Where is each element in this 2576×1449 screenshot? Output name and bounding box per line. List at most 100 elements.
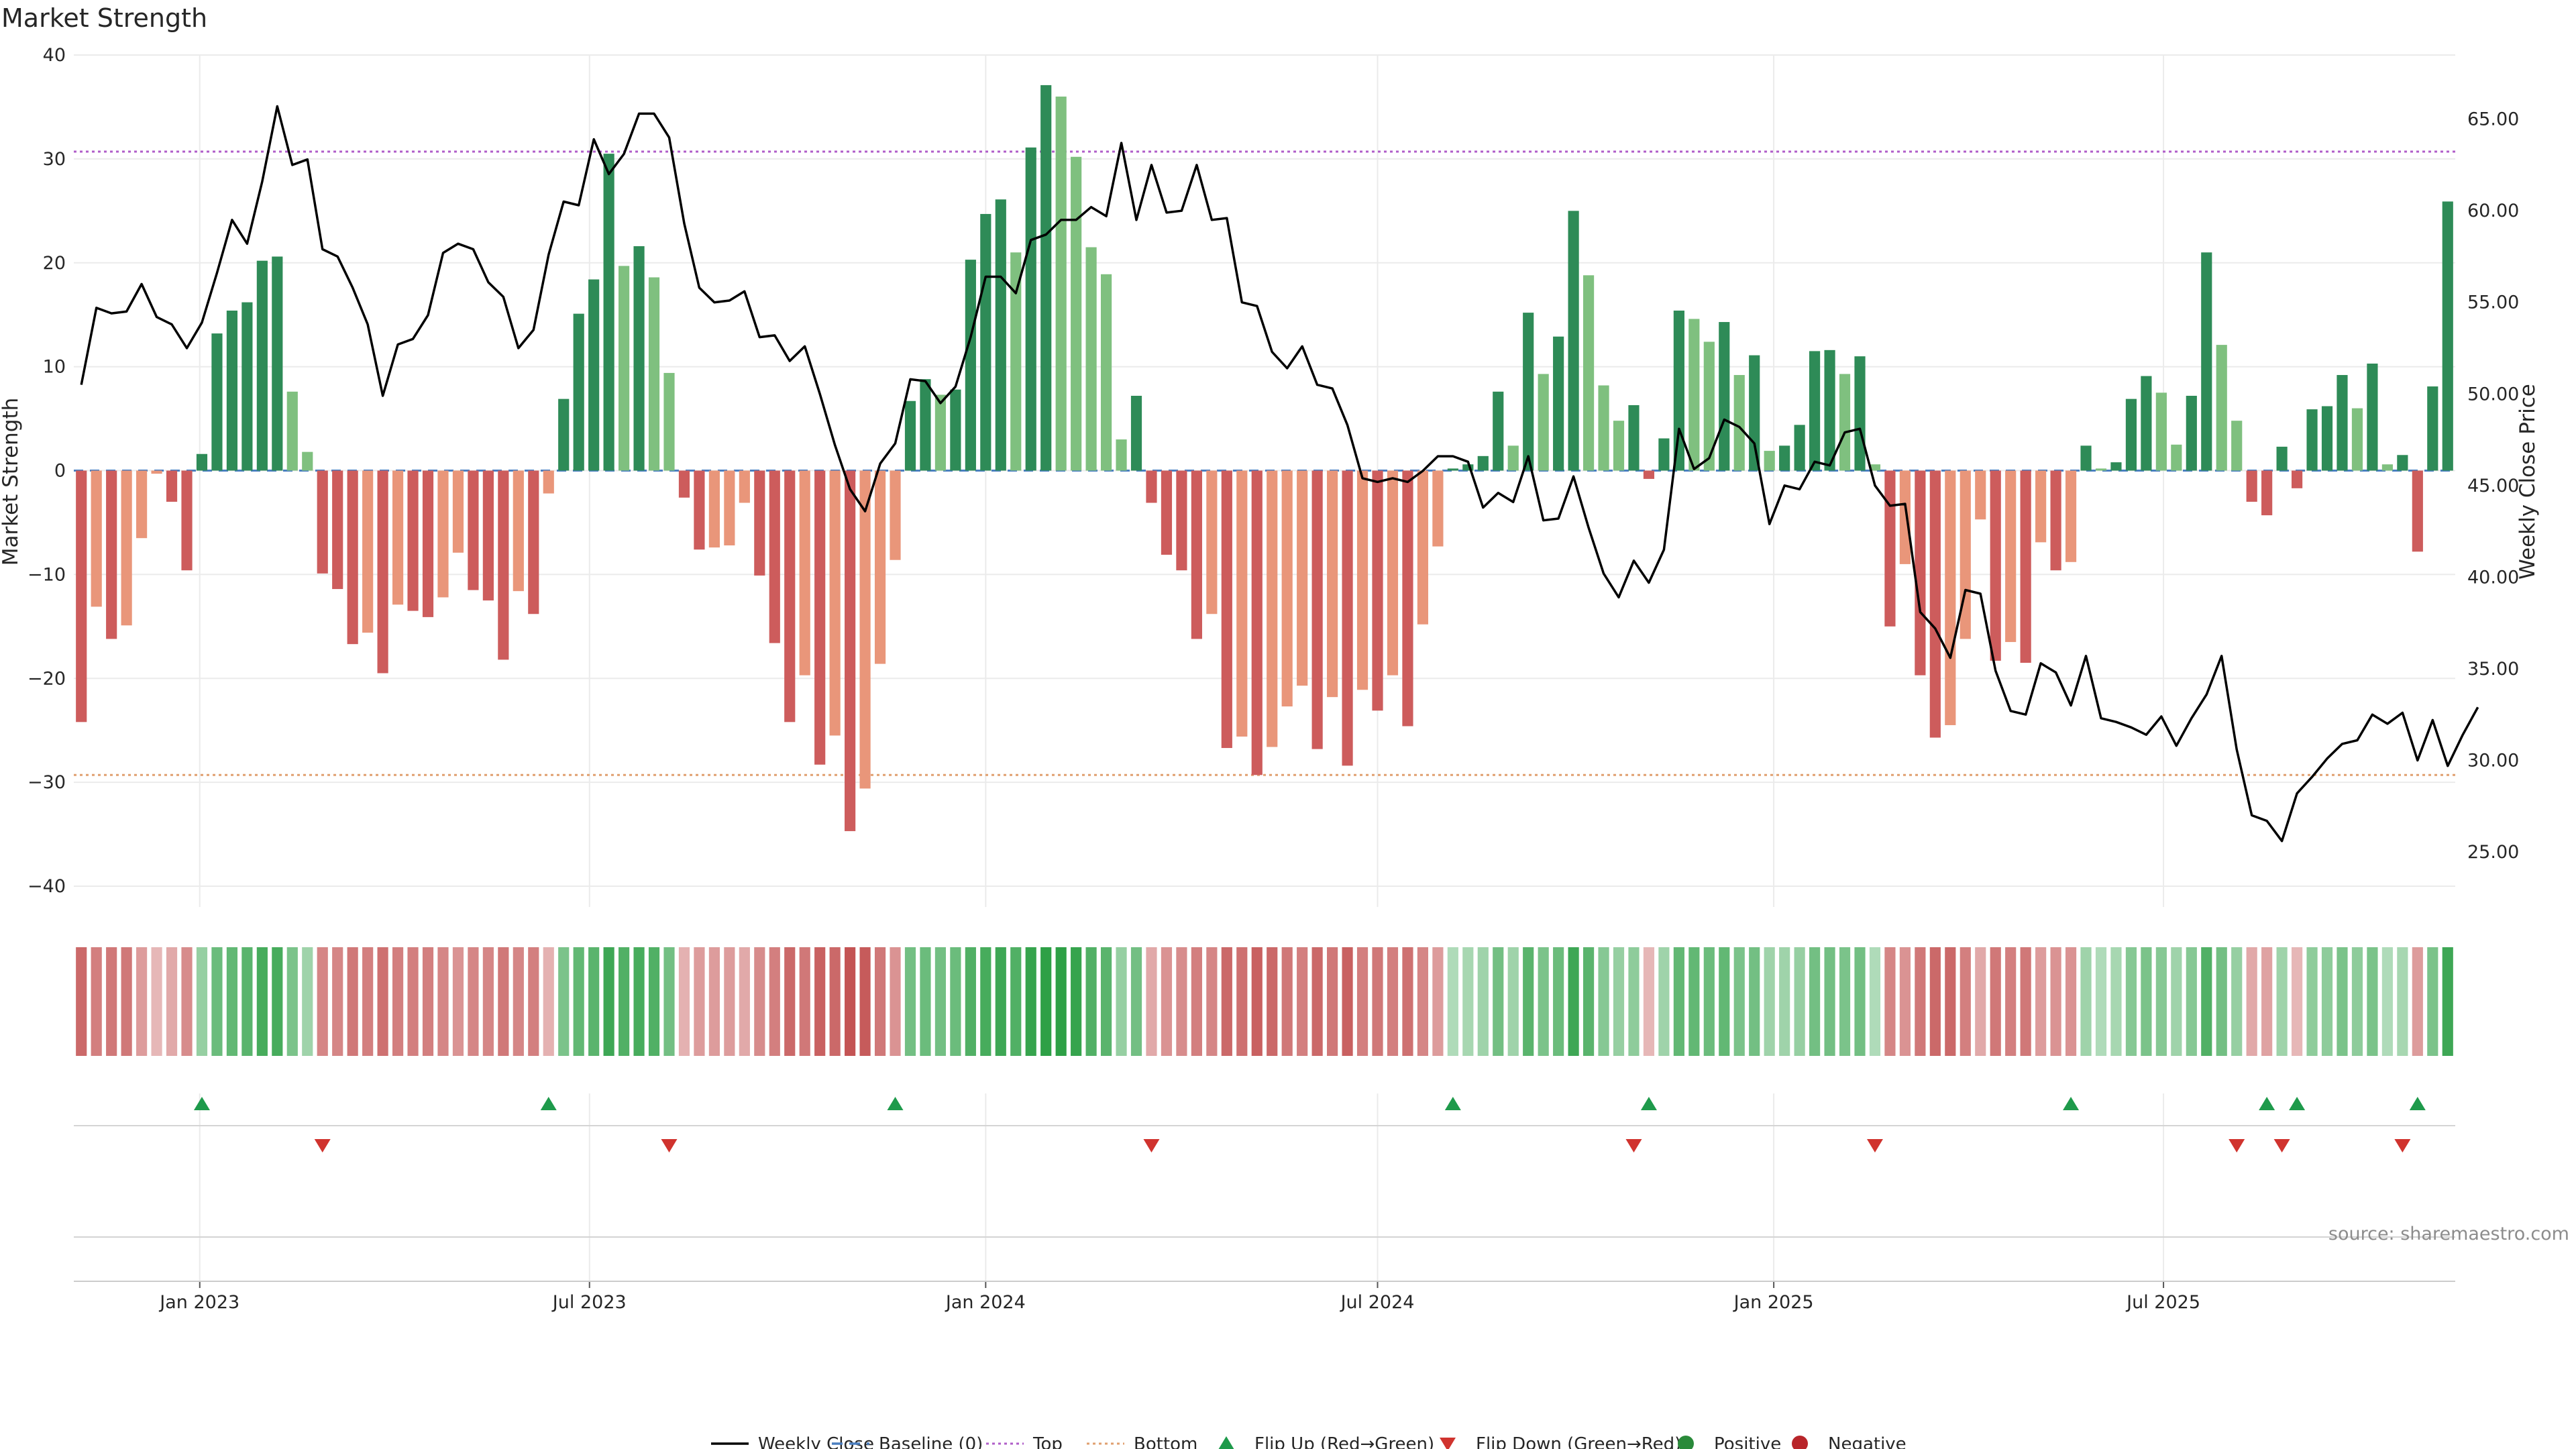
weekly-close-line bbox=[80, 105, 2479, 843]
chart-title: Market Strength bbox=[1, 3, 207, 33]
reference-lines bbox=[74, 150, 2455, 776]
strength-bar bbox=[1915, 470, 1926, 676]
strength-bar bbox=[754, 470, 765, 576]
y2-tick-label: 60.00 bbox=[2467, 201, 2519, 221]
strength-bar bbox=[2306, 409, 2318, 471]
heat-cell bbox=[347, 947, 358, 1056]
strength-bar bbox=[1191, 470, 1202, 639]
y-tick-label: −20 bbox=[28, 668, 66, 689]
heat-cell bbox=[1990, 947, 2001, 1056]
heat-cell bbox=[106, 947, 117, 1056]
strength-bar bbox=[2171, 444, 2182, 471]
strength-bar bbox=[513, 470, 524, 592]
heat-cell bbox=[2216, 947, 2227, 1056]
x-tick-label: Jul 2024 bbox=[1340, 1292, 1415, 1313]
y2-tick-label: 55.00 bbox=[2467, 292, 2519, 313]
y-tick-label: −30 bbox=[28, 772, 66, 793]
strength-bar bbox=[904, 400, 916, 471]
heat-cell bbox=[1025, 947, 1036, 1056]
strength-bar bbox=[784, 470, 796, 722]
strength-bar bbox=[1719, 322, 1730, 471]
heat-cell bbox=[407, 947, 419, 1056]
x-tick-label: Jan 2023 bbox=[158, 1292, 239, 1313]
strength-bar bbox=[619, 266, 630, 471]
heat-cell bbox=[166, 947, 178, 1056]
heat-cell bbox=[2186, 947, 2197, 1056]
strength-bar bbox=[1975, 470, 1986, 520]
heat-cell bbox=[2171, 947, 2182, 1056]
strength-bar bbox=[1462, 464, 1474, 471]
strength-bar bbox=[874, 470, 886, 664]
strength-bar bbox=[995, 199, 1006, 471]
strength-bar bbox=[2080, 445, 2092, 471]
strength-bar bbox=[1417, 470, 1429, 625]
strength-bar bbox=[2321, 406, 2333, 471]
strength-bar bbox=[1267, 470, 1278, 747]
heat-cell bbox=[2110, 947, 2122, 1056]
flip-up-marker bbox=[193, 1097, 210, 1110]
heat-cell bbox=[648, 947, 660, 1056]
heat-cell bbox=[121, 947, 132, 1056]
strength-bar bbox=[468, 470, 479, 590]
strength-bar bbox=[543, 470, 554, 494]
y-tick-label: −10 bbox=[28, 564, 66, 585]
strength-bar bbox=[407, 470, 419, 611]
strength-bar bbox=[2005, 470, 2017, 643]
legend-label: Positive bbox=[1714, 1434, 1781, 1449]
strength-bar bbox=[1477, 455, 1489, 471]
flip-down-marker bbox=[661, 1139, 678, 1152]
heat-cell bbox=[2261, 947, 2273, 1056]
strength-bar bbox=[1071, 156, 1082, 471]
strength-bar bbox=[2427, 386, 2438, 471]
heat-cell bbox=[2155, 947, 2167, 1056]
strength-bar bbox=[1643, 470, 1655, 479]
legend-label: Baseline (0) bbox=[879, 1434, 983, 1449]
heat-cell bbox=[332, 947, 343, 1056]
flip-down-marker bbox=[1143, 1139, 1160, 1152]
strength-bar bbox=[1779, 445, 1790, 471]
strength-bar bbox=[633, 246, 645, 471]
strength-bar bbox=[2367, 363, 2378, 471]
y-tick-label: −40 bbox=[28, 876, 66, 897]
strength-bar bbox=[588, 279, 600, 471]
strength-bar bbox=[950, 389, 961, 471]
heat-cell bbox=[1538, 947, 1549, 1056]
strength-bar bbox=[2231, 421, 2243, 471]
heat-cell bbox=[241, 947, 253, 1056]
strength-bar bbox=[1010, 252, 1022, 471]
strength-bar bbox=[2201, 252, 2212, 471]
heat-cell bbox=[1794, 947, 1805, 1056]
strength-bar bbox=[317, 470, 328, 574]
strength-bar bbox=[1854, 356, 1866, 471]
strength-bar bbox=[708, 470, 720, 548]
heat-cell bbox=[2125, 947, 2137, 1056]
strength-bar bbox=[2261, 470, 2273, 516]
strength-bar bbox=[1582, 275, 1595, 471]
strength-bar bbox=[1839, 374, 1851, 471]
flip-up-marker bbox=[2289, 1097, 2306, 1110]
strength-bar bbox=[2397, 455, 2408, 471]
strength-bar bbox=[1899, 470, 1911, 564]
strength-bar bbox=[1055, 96, 1067, 471]
strength-bar bbox=[1356, 470, 1368, 690]
heat-cell bbox=[317, 947, 328, 1056]
strength-bar bbox=[1100, 274, 1112, 471]
strength-bar bbox=[2141, 376, 2152, 471]
strength-bar bbox=[2381, 464, 2393, 471]
y2-tick-label: 50.00 bbox=[2467, 384, 2519, 405]
y-tick-label: 30 bbox=[43, 149, 66, 170]
heat-cell bbox=[422, 947, 434, 1056]
strength-bar bbox=[1764, 451, 1775, 471]
strength-bar bbox=[528, 470, 539, 614]
strength-bar bbox=[181, 470, 193, 571]
heat-cell bbox=[286, 947, 298, 1056]
strength-bar bbox=[1538, 374, 1549, 471]
y2-tick-label: 40.00 bbox=[2467, 567, 2519, 588]
legend-label: Bottom bbox=[1134, 1434, 1197, 1449]
heat-cell bbox=[739, 947, 750, 1056]
heat-cell bbox=[1327, 947, 1338, 1056]
strength-bar bbox=[196, 453, 208, 471]
strength-bar bbox=[1146, 470, 1157, 503]
heat-cell bbox=[663, 947, 675, 1056]
strength-bar bbox=[2035, 470, 2047, 543]
